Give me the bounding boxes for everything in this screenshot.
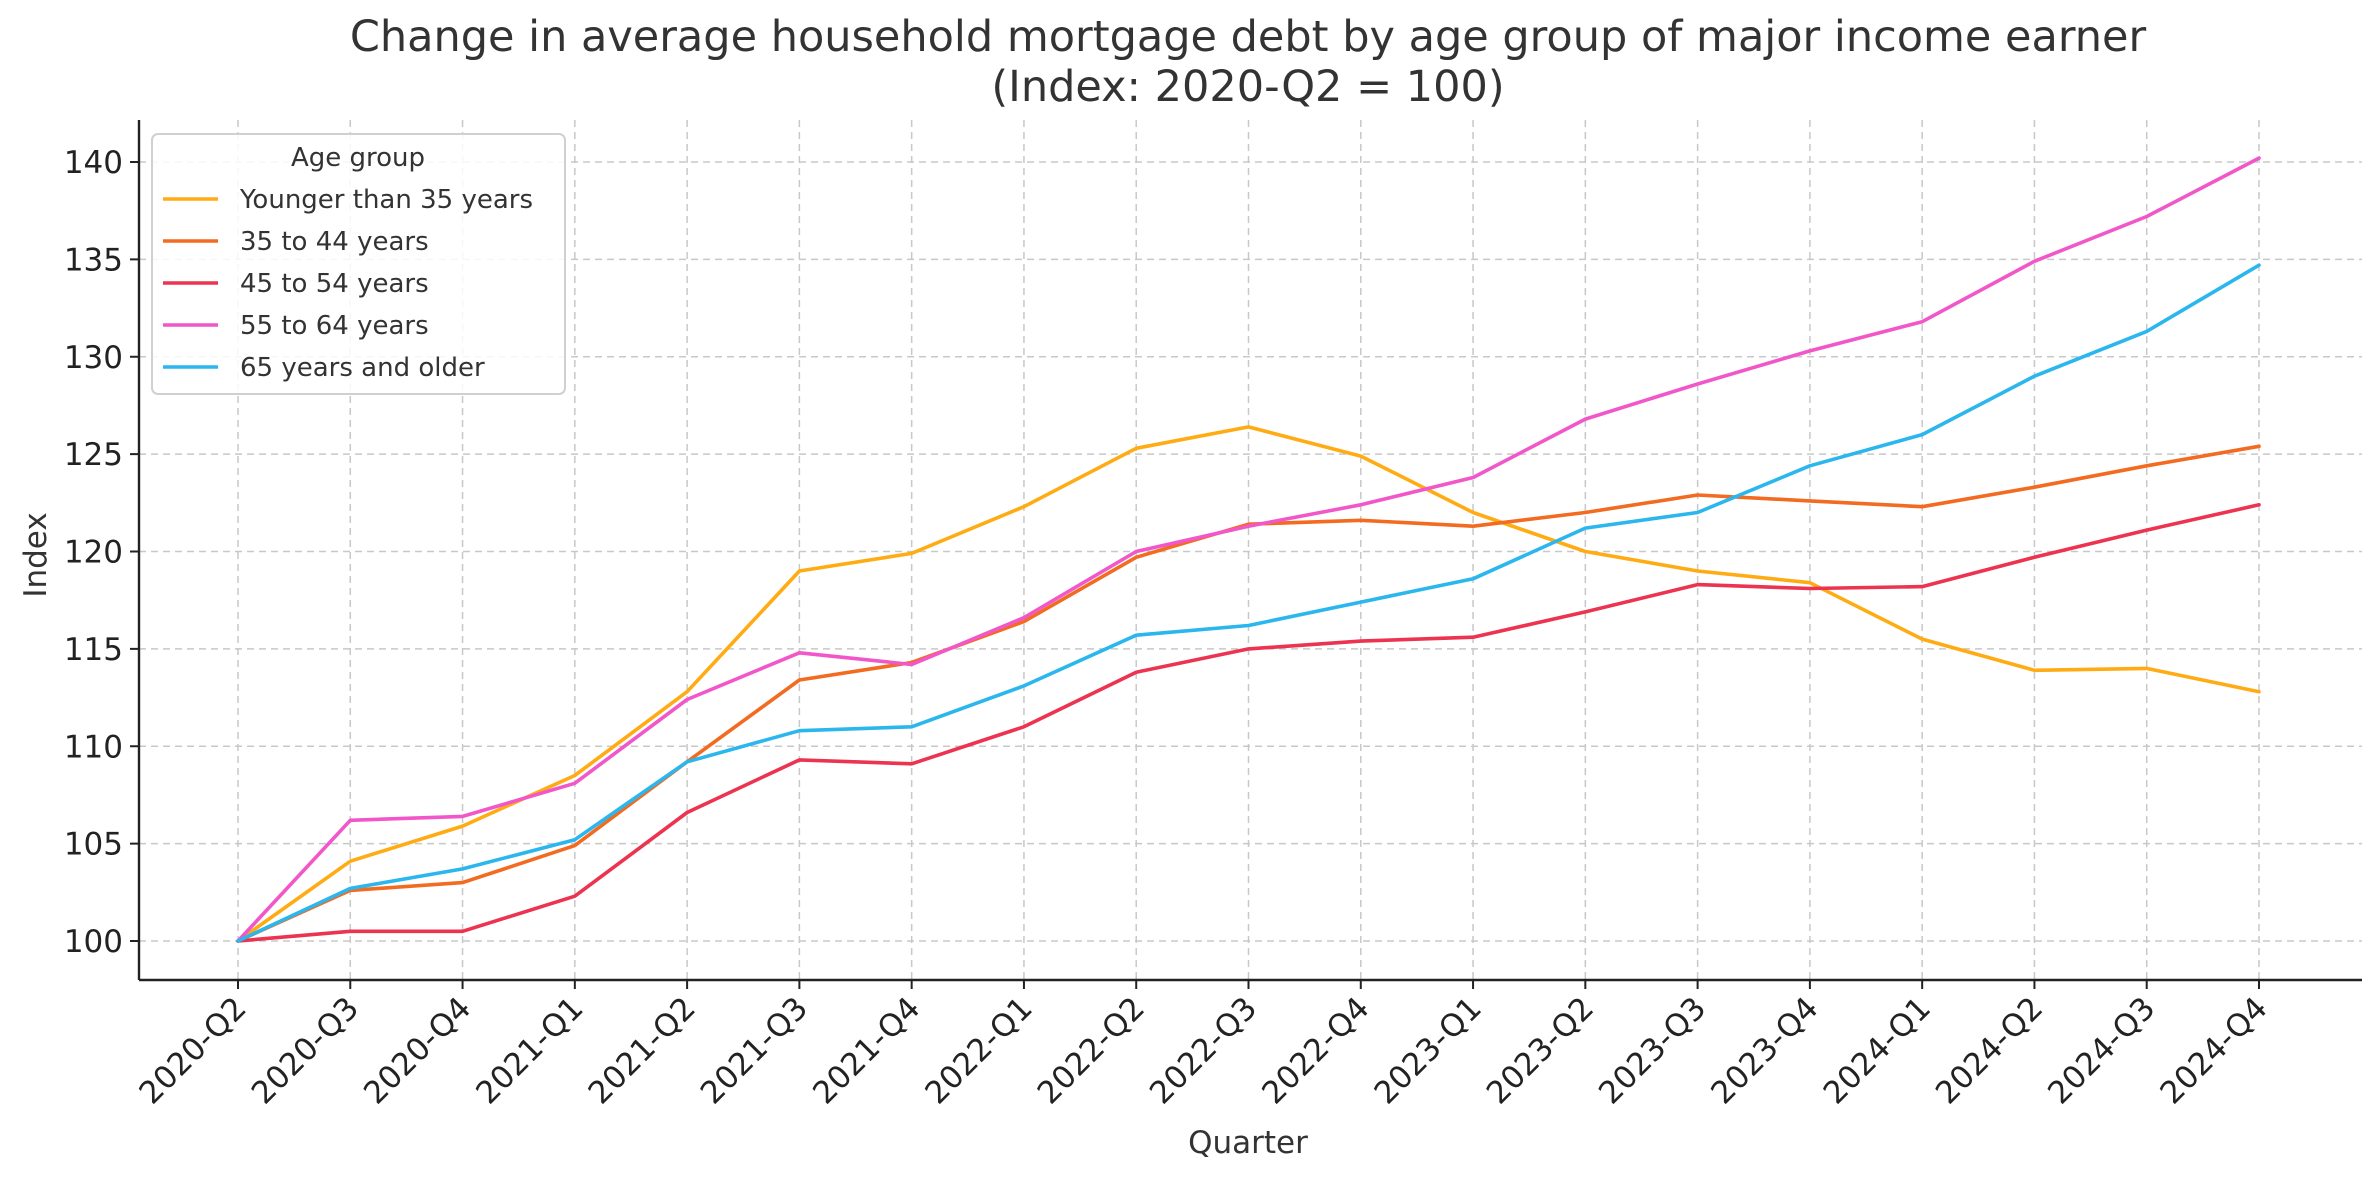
chart-title: Change in average household mortgage deb… — [350, 12, 2147, 62]
x-tick-label: 2020-Q2 — [132, 990, 253, 1111]
x-tick-label: 2024-Q3 — [2041, 990, 2162, 1111]
x-tick-label: 2020-Q4 — [357, 990, 478, 1111]
x-tick-label: 2021-Q3 — [694, 990, 815, 1111]
legend-label: 65 years and older — [240, 353, 485, 383]
y-axis-label: Index — [18, 512, 54, 597]
legend-title: Age group — [291, 143, 425, 173]
x-tick-label: 2023-Q2 — [1480, 990, 1601, 1111]
x-tick-label: 2022-Q1 — [918, 990, 1039, 1111]
legend: Age group Younger than 35 years 35 to 44 … — [152, 134, 565, 394]
legend-label: Younger than 35 years — [239, 185, 533, 215]
chart-subtitle: (Index: 2020-Q2 = 100) — [991, 62, 1504, 112]
x-tick-label: 2022-Q3 — [1143, 990, 1264, 1111]
y-tick-labels: 100 105 110 115 120 125 130 135 140 — [64, 145, 123, 960]
x-axis-label: Quarter — [1188, 1125, 1308, 1161]
y-tick-label: 100 — [64, 924, 123, 960]
y-tick-label: 110 — [64, 729, 123, 765]
y-tick-label: 115 — [64, 632, 123, 668]
x-tick-label: 2020-Q3 — [245, 990, 366, 1111]
x-tick-label: 2021-Q4 — [806, 990, 927, 1111]
x-tick-label: 2022-Q4 — [1255, 990, 1376, 1111]
x-tick-label: 2021-Q1 — [469, 990, 590, 1111]
y-tick-label: 105 — [64, 827, 123, 863]
x-tick-label: 2023-Q3 — [1592, 990, 1713, 1111]
y-tick-label: 135 — [64, 242, 123, 278]
y-tick-label: 120 — [64, 535, 123, 571]
legend-label: 35 to 44 years — [240, 227, 429, 257]
x-tick-label: 2021-Q2 — [582, 990, 703, 1111]
legend-label: 55 to 64 years — [240, 311, 429, 341]
x-tick-labels: 2020-Q22020-Q32020-Q42021-Q12021-Q22021-… — [132, 990, 2274, 1111]
x-tick-label: 2024-Q1 — [1817, 990, 1938, 1111]
x-tick-label: 2023-Q1 — [1368, 990, 1489, 1111]
x-tick-label: 2022-Q2 — [1031, 990, 1152, 1111]
x-tick-label: 2024-Q2 — [1929, 990, 2050, 1111]
y-tick-label: 130 — [64, 340, 123, 376]
x-tick-label: 2024-Q4 — [2153, 990, 2274, 1111]
legend-label: 45 to 54 years — [240, 269, 429, 299]
x-tick-label: 2023-Q4 — [1704, 990, 1825, 1111]
y-tick-label: 125 — [64, 437, 123, 473]
y-tick-label: 140 — [64, 145, 123, 181]
